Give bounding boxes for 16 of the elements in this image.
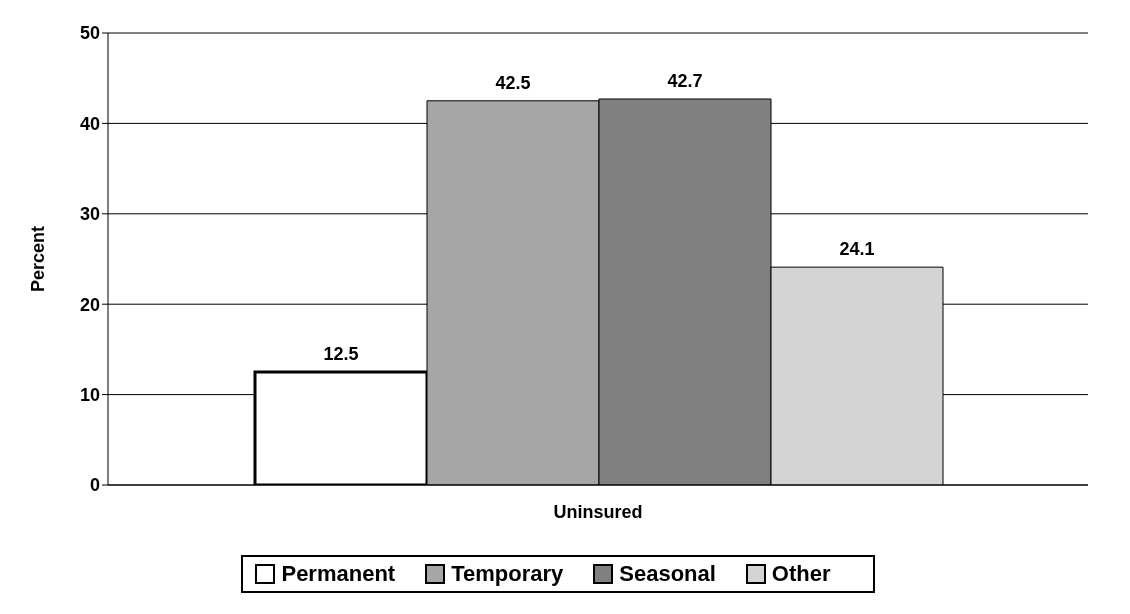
data-label: 12.5 bbox=[323, 344, 359, 364]
data-label: 42.7 bbox=[667, 70, 703, 91]
y-tick-label: 30 bbox=[79, 204, 100, 225]
y-tick-label: 0 bbox=[89, 475, 100, 496]
legend-label: Seasonal bbox=[619, 561, 716, 587]
y-axis-title: Percent bbox=[28, 225, 49, 293]
legend-label: Permanent bbox=[281, 561, 396, 587]
data-label: 42.5 bbox=[495, 72, 531, 93]
y-tick-label: 50 bbox=[79, 23, 100, 44]
legend-label: Temporary bbox=[451, 561, 564, 587]
y-tick-label: 20 bbox=[79, 294, 100, 315]
data-label: 24.1 bbox=[839, 239, 875, 260]
y-tick-label: 10 bbox=[79, 384, 100, 405]
y-tick-label: 40 bbox=[79, 113, 100, 134]
legend-label: Other bbox=[771, 561, 831, 587]
x-tick-label: Uninsured bbox=[553, 501, 643, 522]
